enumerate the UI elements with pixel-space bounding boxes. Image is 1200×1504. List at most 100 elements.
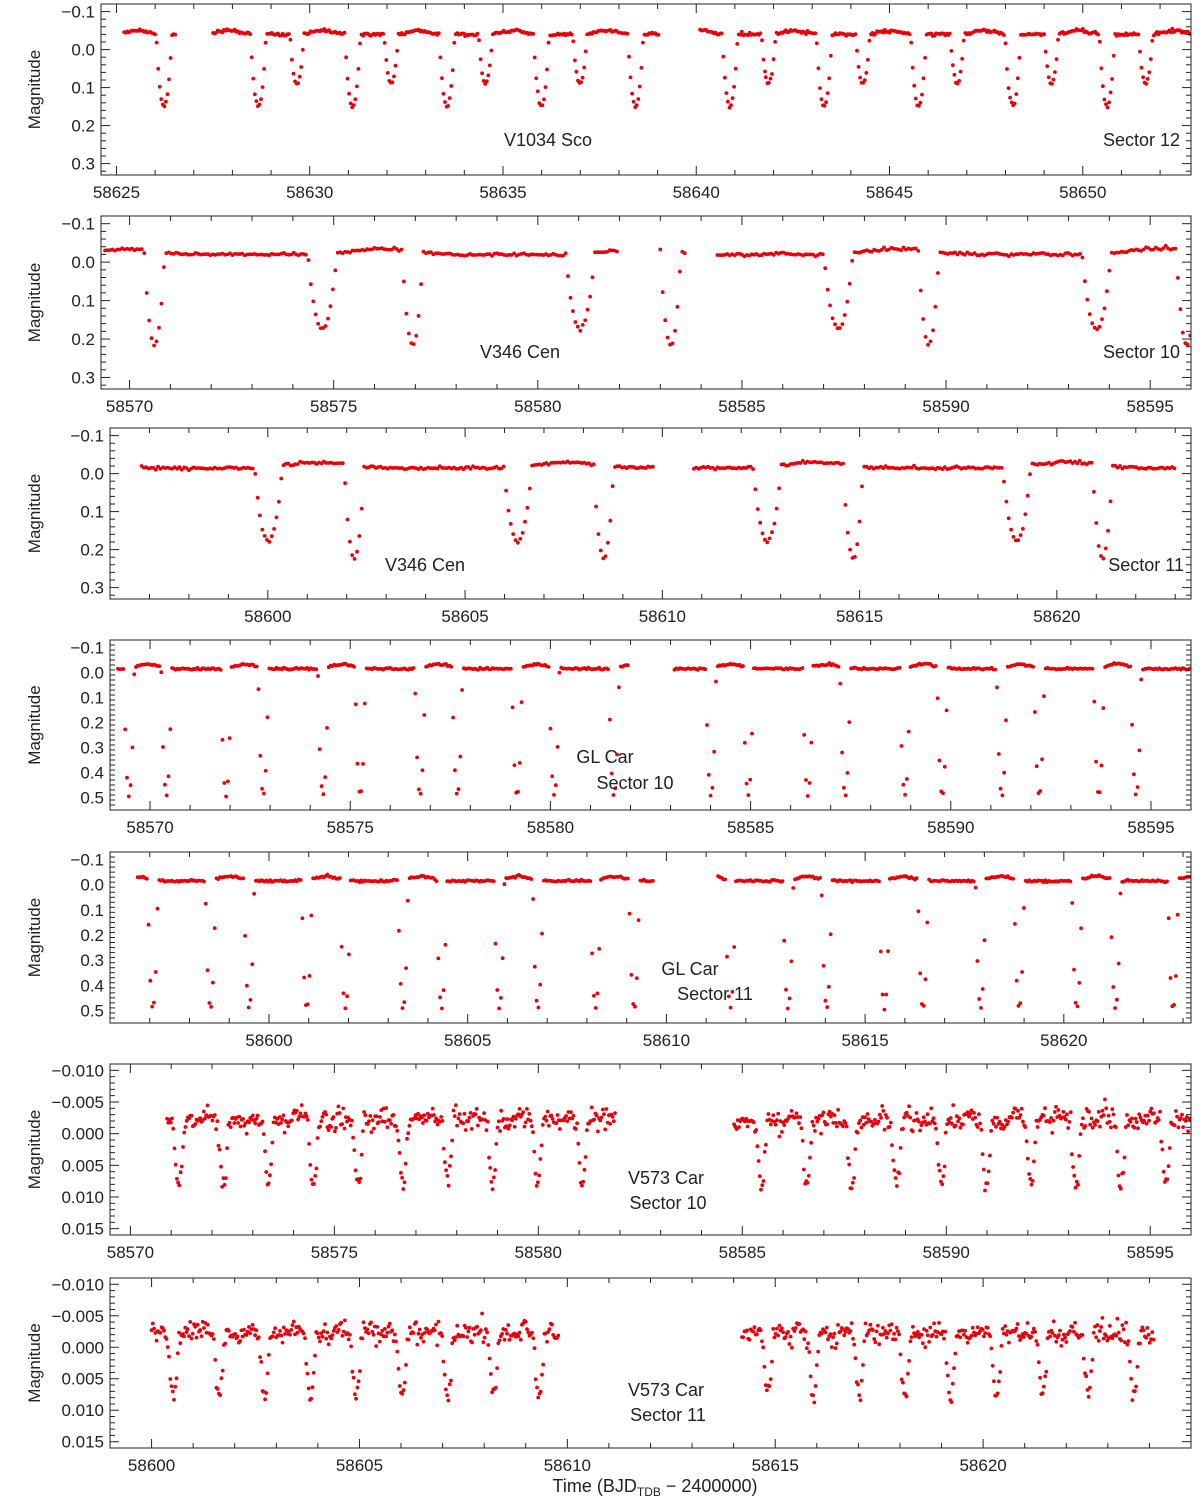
- data-point: [130, 745, 135, 750]
- data-point: [178, 1170, 183, 1175]
- data-point: [262, 67, 266, 71]
- data-point: [1101, 706, 1106, 710]
- data-point: [497, 1338, 502, 1343]
- data-point: [799, 1126, 804, 1131]
- data-point: [529, 877, 534, 881]
- data-point: [1070, 1152, 1074, 1157]
- data-point: [1028, 472, 1032, 477]
- data-point: [304, 1114, 309, 1119]
- data-point: [882, 1332, 887, 1336]
- data-point: [366, 1331, 371, 1336]
- data-point: [248, 998, 253, 1002]
- data-point: [843, 1121, 848, 1125]
- data-point: [842, 1333, 847, 1338]
- data-point: [1013, 922, 1017, 926]
- data-point: [1090, 1357, 1095, 1362]
- data-point: [246, 1005, 251, 1010]
- data-point: [256, 687, 261, 691]
- data-point: [1020, 970, 1024, 974]
- data-point: [172, 1146, 177, 1151]
- data-point: [848, 1329, 853, 1333]
- data-point: [880, 1104, 885, 1108]
- data-point: [1116, 1173, 1121, 1178]
- data-point: [438, 55, 443, 60]
- data-point: [332, 1129, 337, 1134]
- data-point: [362, 701, 367, 706]
- plot-frame: [100, 215, 1192, 390]
- data-point: [453, 768, 457, 773]
- data-point: [706, 773, 711, 777]
- data-point: [797, 1322, 802, 1326]
- data-point: [805, 1180, 810, 1185]
- data-point: [547, 1123, 551, 1128]
- data-point: [579, 80, 583, 84]
- data-point: [923, 1119, 927, 1124]
- data-point: [1006, 516, 1011, 521]
- data-point: [776, 1333, 780, 1338]
- data-point: [980, 987, 985, 991]
- data-point: [228, 1125, 233, 1129]
- data-point: [532, 1149, 537, 1154]
- data-point: [466, 1329, 471, 1334]
- data-point: [968, 1112, 973, 1116]
- data-point: [1018, 1113, 1023, 1117]
- data-point: [546, 665, 551, 669]
- data-point: [227, 736, 232, 740]
- data-point: [254, 664, 259, 669]
- x-tick-label: 58620: [959, 1456, 1006, 1475]
- data-point: [1134, 1384, 1138, 1389]
- data-point: [1078, 1132, 1083, 1136]
- data-point: [1114, 1333, 1119, 1338]
- data-point: [1025, 493, 1030, 498]
- y-tick-label: 0.3: [71, 368, 95, 387]
- data-point: [924, 1328, 929, 1333]
- data-point: [249, 55, 254, 60]
- data-point: [305, 1118, 310, 1122]
- data-point: [400, 1006, 405, 1010]
- y-tick-label: 0.3: [80, 951, 104, 970]
- data-point: [1038, 789, 1043, 793]
- y-axis-label: Magnitude: [25, 50, 44, 129]
- data-point: [359, 789, 364, 794]
- data-point: [634, 976, 639, 980]
- data-point: [420, 768, 425, 773]
- data-point: [933, 664, 938, 668]
- data-point: [1176, 276, 1180, 280]
- data-point: [1017, 1116, 1022, 1120]
- data-point: [782, 1123, 787, 1127]
- data-point: [432, 1113, 436, 1117]
- data-point: [281, 1113, 286, 1118]
- data-point: [336, 1328, 341, 1332]
- data-point: [384, 1334, 388, 1339]
- data-point: [928, 1121, 932, 1126]
- data-point: [909, 40, 914, 45]
- data-point: [1034, 764, 1039, 769]
- data-point: [627, 54, 631, 59]
- data-point: [989, 1346, 994, 1351]
- data-point: [1094, 1335, 1099, 1340]
- data-point: [1074, 1179, 1079, 1184]
- data-point: [496, 1119, 501, 1124]
- data-point: [851, 1336, 855, 1341]
- data-point: [800, 666, 805, 670]
- data-point: [244, 1333, 249, 1337]
- data-point: [862, 78, 867, 82]
- data-point: [775, 1326, 779, 1331]
- data-point: [577, 1161, 582, 1165]
- data-point: [806, 1173, 811, 1178]
- data-point: [1054, 57, 1059, 61]
- data-point: [540, 1123, 545, 1127]
- data-point: [182, 1130, 187, 1135]
- x-tick-label: 58570: [126, 818, 173, 837]
- data-point: [887, 1125, 892, 1129]
- data-point: [995, 1391, 1000, 1396]
- data-point: [819, 1331, 824, 1336]
- data-point: [886, 949, 890, 954]
- data-point: [381, 32, 386, 36]
- x-tick-label: 58575: [311, 1243, 358, 1262]
- data-point: [153, 32, 158, 37]
- data-point: [1135, 785, 1140, 789]
- data-point: [369, 1320, 373, 1325]
- data-point: [183, 1125, 188, 1129]
